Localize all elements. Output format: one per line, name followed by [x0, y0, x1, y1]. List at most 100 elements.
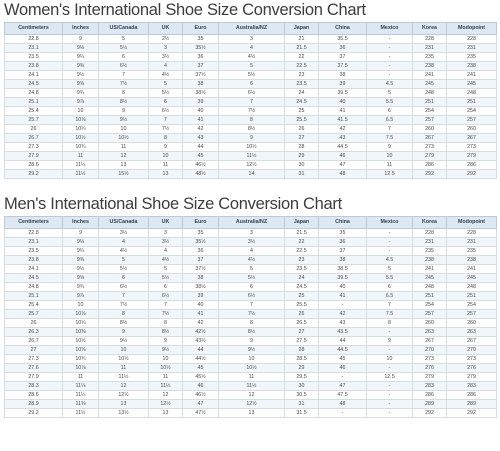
cell-inches: 9⅞ — [62, 291, 99, 301]
cell-modopoint: 235 — [446, 246, 497, 256]
cell-japan: 25 — [284, 106, 319, 116]
cell-china: 40 — [318, 282, 367, 292]
cell-uk: 7½ — [148, 124, 183, 134]
table-row: 26.7 10½ 10½ 8 43 9 27 43 7.5 267 267 — [4, 133, 497, 143]
cell-centimeters: 22.8 — [4, 228, 63, 238]
cell-euro: 39 — [182, 97, 219, 107]
table-row: 29.2 11½ 15½ 13 48½ 14 31 48 12.5 292 292 — [4, 169, 497, 179]
column-header-mexico: Mexico — [366, 22, 413, 35]
cell-australia-nz: 3 — [218, 34, 285, 44]
cell-japan: 26 — [284, 124, 319, 134]
table-row: 27.9 11 12 10 45 11½ 29 46 10 279 279 — [4, 151, 497, 161]
cell-korea: 292 — [412, 169, 447, 179]
cell-japan: 28.5 — [284, 354, 319, 364]
column-header-euro: Euro — [182, 216, 219, 229]
cell-inches: 9 — [62, 34, 99, 44]
cell-modopoint: 238 — [446, 255, 497, 265]
table-row: 26.3 10⅜ 9 8½ 42½ 8½ 27 43.5-263 263 — [4, 327, 497, 337]
cell-australia-nz: 11½ — [218, 381, 285, 391]
header-row: Centimeters Inches US/Canada UK Euro Australi… — [4, 22, 497, 35]
cell-modopoint: 241 — [446, 70, 497, 80]
cell-japan: 31 — [284, 399, 319, 409]
cell-korea: 263 — [412, 327, 447, 337]
cell-korea: 286 — [412, 160, 447, 170]
cell-australia-nz: 8 — [218, 318, 285, 328]
cell-mexico: 7.5 — [366, 309, 413, 319]
cell-uk: 5 — [148, 79, 183, 89]
cell-china: 44.5 — [318, 345, 367, 355]
cell-korea: 228 — [412, 228, 447, 238]
cell-uk: 7 — [148, 300, 183, 310]
cell-mexico: - — [366, 246, 413, 256]
cell-japan: 21 — [284, 34, 319, 44]
column-header-mexico: Mexico — [366, 216, 413, 229]
cell-centimeters: 23.5 — [4, 246, 63, 256]
cell-uk: 8 — [148, 133, 183, 143]
cell-centimeters: 25.7 — [4, 309, 63, 319]
cell-us-canada: 9½ — [98, 115, 149, 125]
cell-china: 37.5 — [318, 61, 367, 71]
cell-japan: 26.5 — [284, 318, 319, 328]
cell-centimeters: 28.9 — [4, 399, 63, 409]
cell-euro: 35½ — [182, 43, 219, 53]
cell-china: 40 — [318, 97, 367, 107]
cell-uk: 7 — [148, 115, 183, 125]
cell-australia-nz: 12 — [218, 390, 285, 400]
cell-centimeters: 24.5 — [4, 79, 63, 89]
table-row: 27 10⅝ 10 9½ 44 9½ 28 44.5-270 270 — [4, 345, 497, 355]
cell-modopoint: 283 — [446, 381, 497, 391]
cell-china: 41 — [318, 106, 367, 116]
cell-uk: 4½ — [148, 255, 183, 265]
cell-us-canada: 13½ — [98, 408, 149, 418]
cell-inches: 9⅝ — [62, 273, 99, 283]
cell-australia-nz: 7½ — [218, 106, 285, 116]
cell-modopoint: 289 — [446, 399, 497, 409]
cell-uk: 6 — [148, 97, 183, 107]
cell-euro: 35 — [182, 228, 219, 238]
cell-australia-nz: 14 — [218, 169, 285, 179]
cell-us-canada: 7½ — [98, 79, 149, 89]
cell-inches: 11¼ — [62, 390, 99, 400]
column-header-australia-nz: Australia/NZ — [218, 22, 285, 35]
cell-modopoint: 279 — [446, 151, 497, 161]
cell-japan: 28 — [284, 345, 319, 355]
cell-china: 38 — [318, 255, 367, 265]
cell-uk: 4 — [148, 61, 183, 71]
cell-euro: 38 — [182, 273, 219, 283]
cell-modopoint: 254 — [446, 300, 497, 310]
cell-inches: 11½ — [62, 408, 99, 418]
column-header-us-canada: US/Canada — [98, 216, 149, 229]
cell-modopoint: 260 — [446, 318, 497, 328]
cell-australia-nz: 7 — [218, 97, 285, 107]
cell-modopoint: 273 — [446, 142, 497, 152]
cell-japan: 30 — [284, 160, 319, 170]
cell-korea: 289 — [412, 399, 447, 409]
table-row: 25.4 10 7½ 7 40 7 25.5-7 254 254 — [4, 300, 497, 310]
cell-modopoint: 263 — [446, 327, 497, 337]
cell-modopoint: 273 — [446, 354, 497, 364]
cell-australia-nz: 4½ — [218, 255, 285, 265]
cell-uk: 11 — [148, 160, 183, 170]
cell-inches: 10 — [62, 300, 99, 310]
cell-china: 37 — [318, 52, 367, 62]
cell-modopoint: 257 — [446, 309, 497, 319]
cell-korea: 238 — [412, 255, 447, 265]
cell-centimeters: 23.5 — [4, 52, 63, 62]
cell-us-canada: 7 — [98, 291, 149, 301]
cell-australia-nz: 3 — [218, 228, 285, 238]
header-row: Centimeters Inches US/Canada UK Euro Australi… — [4, 216, 497, 229]
cell-japan: 22.5 — [284, 246, 319, 256]
cell-mexico: 10 — [366, 151, 413, 161]
cell-centimeters: 24.1 — [4, 264, 63, 274]
cell-korea: 267 — [412, 336, 447, 346]
cell-mexico: 9 — [366, 336, 413, 346]
cell-uk: 10 — [148, 354, 183, 364]
cell-japan: 22 — [284, 52, 319, 62]
table-row: 24.1 9½ 7 4½ 37½ 5½ 23 38-241 241 — [4, 70, 497, 80]
cell-centimeters: 25.7 — [4, 115, 63, 125]
cell-china: 43.5 — [318, 327, 367, 337]
cell-australia-nz: 4 — [218, 246, 285, 256]
cell-modopoint: 235 — [446, 52, 497, 62]
cell-modopoint: 245 — [446, 273, 497, 283]
